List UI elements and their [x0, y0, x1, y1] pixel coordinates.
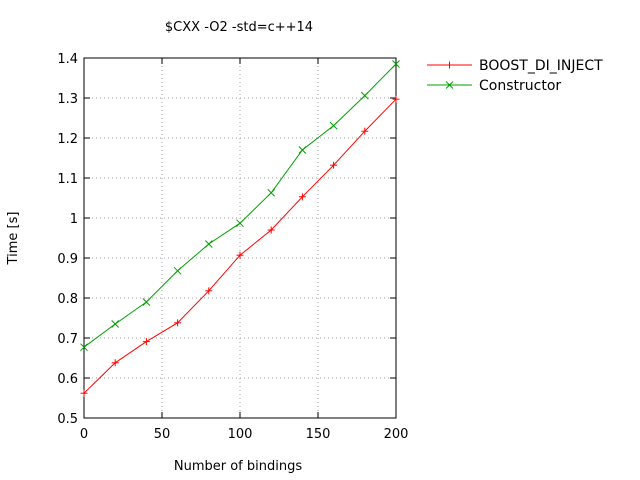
- data-point-boost-di-inject: [267, 226, 275, 234]
- y-tick-label: 0.7: [57, 332, 78, 347]
- y-tick-label: 1.4: [57, 52, 78, 67]
- data-point-boost-di-inject: [205, 287, 213, 295]
- data-point-boost-di-inject: [392, 95, 400, 103]
- data-point-boost-di-inject: [142, 338, 150, 346]
- x-tick-label: 0: [80, 427, 88, 442]
- data-point-boost-di-inject: [298, 193, 306, 201]
- data-point-constructor: [360, 91, 369, 100]
- y-tick-label: 1.3: [57, 92, 78, 107]
- data-point-boost-di-inject: [111, 359, 119, 367]
- x-tick-label: 200: [384, 427, 409, 442]
- x-axis-title: Number of bindings: [174, 459, 302, 474]
- data-point-constructor: [111, 320, 120, 328]
- data-point-constructor: [236, 219, 244, 228]
- data-point-constructor: [392, 60, 400, 68]
- x-tick-label: 150: [306, 427, 331, 442]
- data-point-boost-di-inject: [80, 389, 88, 397]
- data-point-constructor: [204, 240, 213, 248]
- chart-title: $CXX -O2 -std=c++14: [165, 20, 313, 35]
- legend-entry-constructor: Constructor: [427, 78, 561, 94]
- legend-label: BOOST_DI_INJECT: [479, 58, 603, 74]
- legend-entry-boost-di-inject: BOOST_DI_INJECT: [427, 58, 603, 74]
- grid-lines: [84, 58, 396, 418]
- data-point-constructor: [298, 146, 307, 154]
- data-series: [80, 60, 400, 397]
- data-point-boost-di-inject: [330, 161, 338, 169]
- data-point-constructor: [329, 121, 338, 130]
- legend-marker: [445, 81, 454, 89]
- data-point-constructor: [267, 188, 276, 197]
- data-point-boost-di-inject: [361, 127, 369, 135]
- y-tick-label: 0.6: [57, 372, 78, 387]
- y-axis-title: Time [s]: [6, 212, 21, 266]
- data-point-constructor: [80, 343, 88, 352]
- y-tick-label: 0.5: [57, 412, 78, 427]
- data-point-boost-di-inject: [236, 251, 244, 259]
- x-tick-label: 100: [228, 427, 253, 442]
- axis-ticks: 0.5 0.6 0.7 0.8 0.9 1 1.1 1.2 1.3 1.4 0 50 100 150 200: [57, 52, 408, 442]
- y-tick-label: 0.8: [57, 292, 78, 307]
- y-tick-label: 1: [70, 212, 78, 227]
- data-point-boost-di-inject: [174, 319, 182, 327]
- data-point-constructor: [142, 298, 151, 306]
- y-tick-label: 0.9: [57, 252, 78, 267]
- x-tick-label: 50: [154, 427, 171, 442]
- legend-marker: [446, 61, 453, 69]
- y-tick-label: 1.2: [57, 132, 78, 147]
- legend: BOOST_DI_INJECT Constructor: [427, 58, 603, 94]
- data-point-constructor: [173, 266, 182, 275]
- legend-label: Constructor: [479, 78, 561, 94]
- y-tick-label: 1.1: [57, 172, 78, 187]
